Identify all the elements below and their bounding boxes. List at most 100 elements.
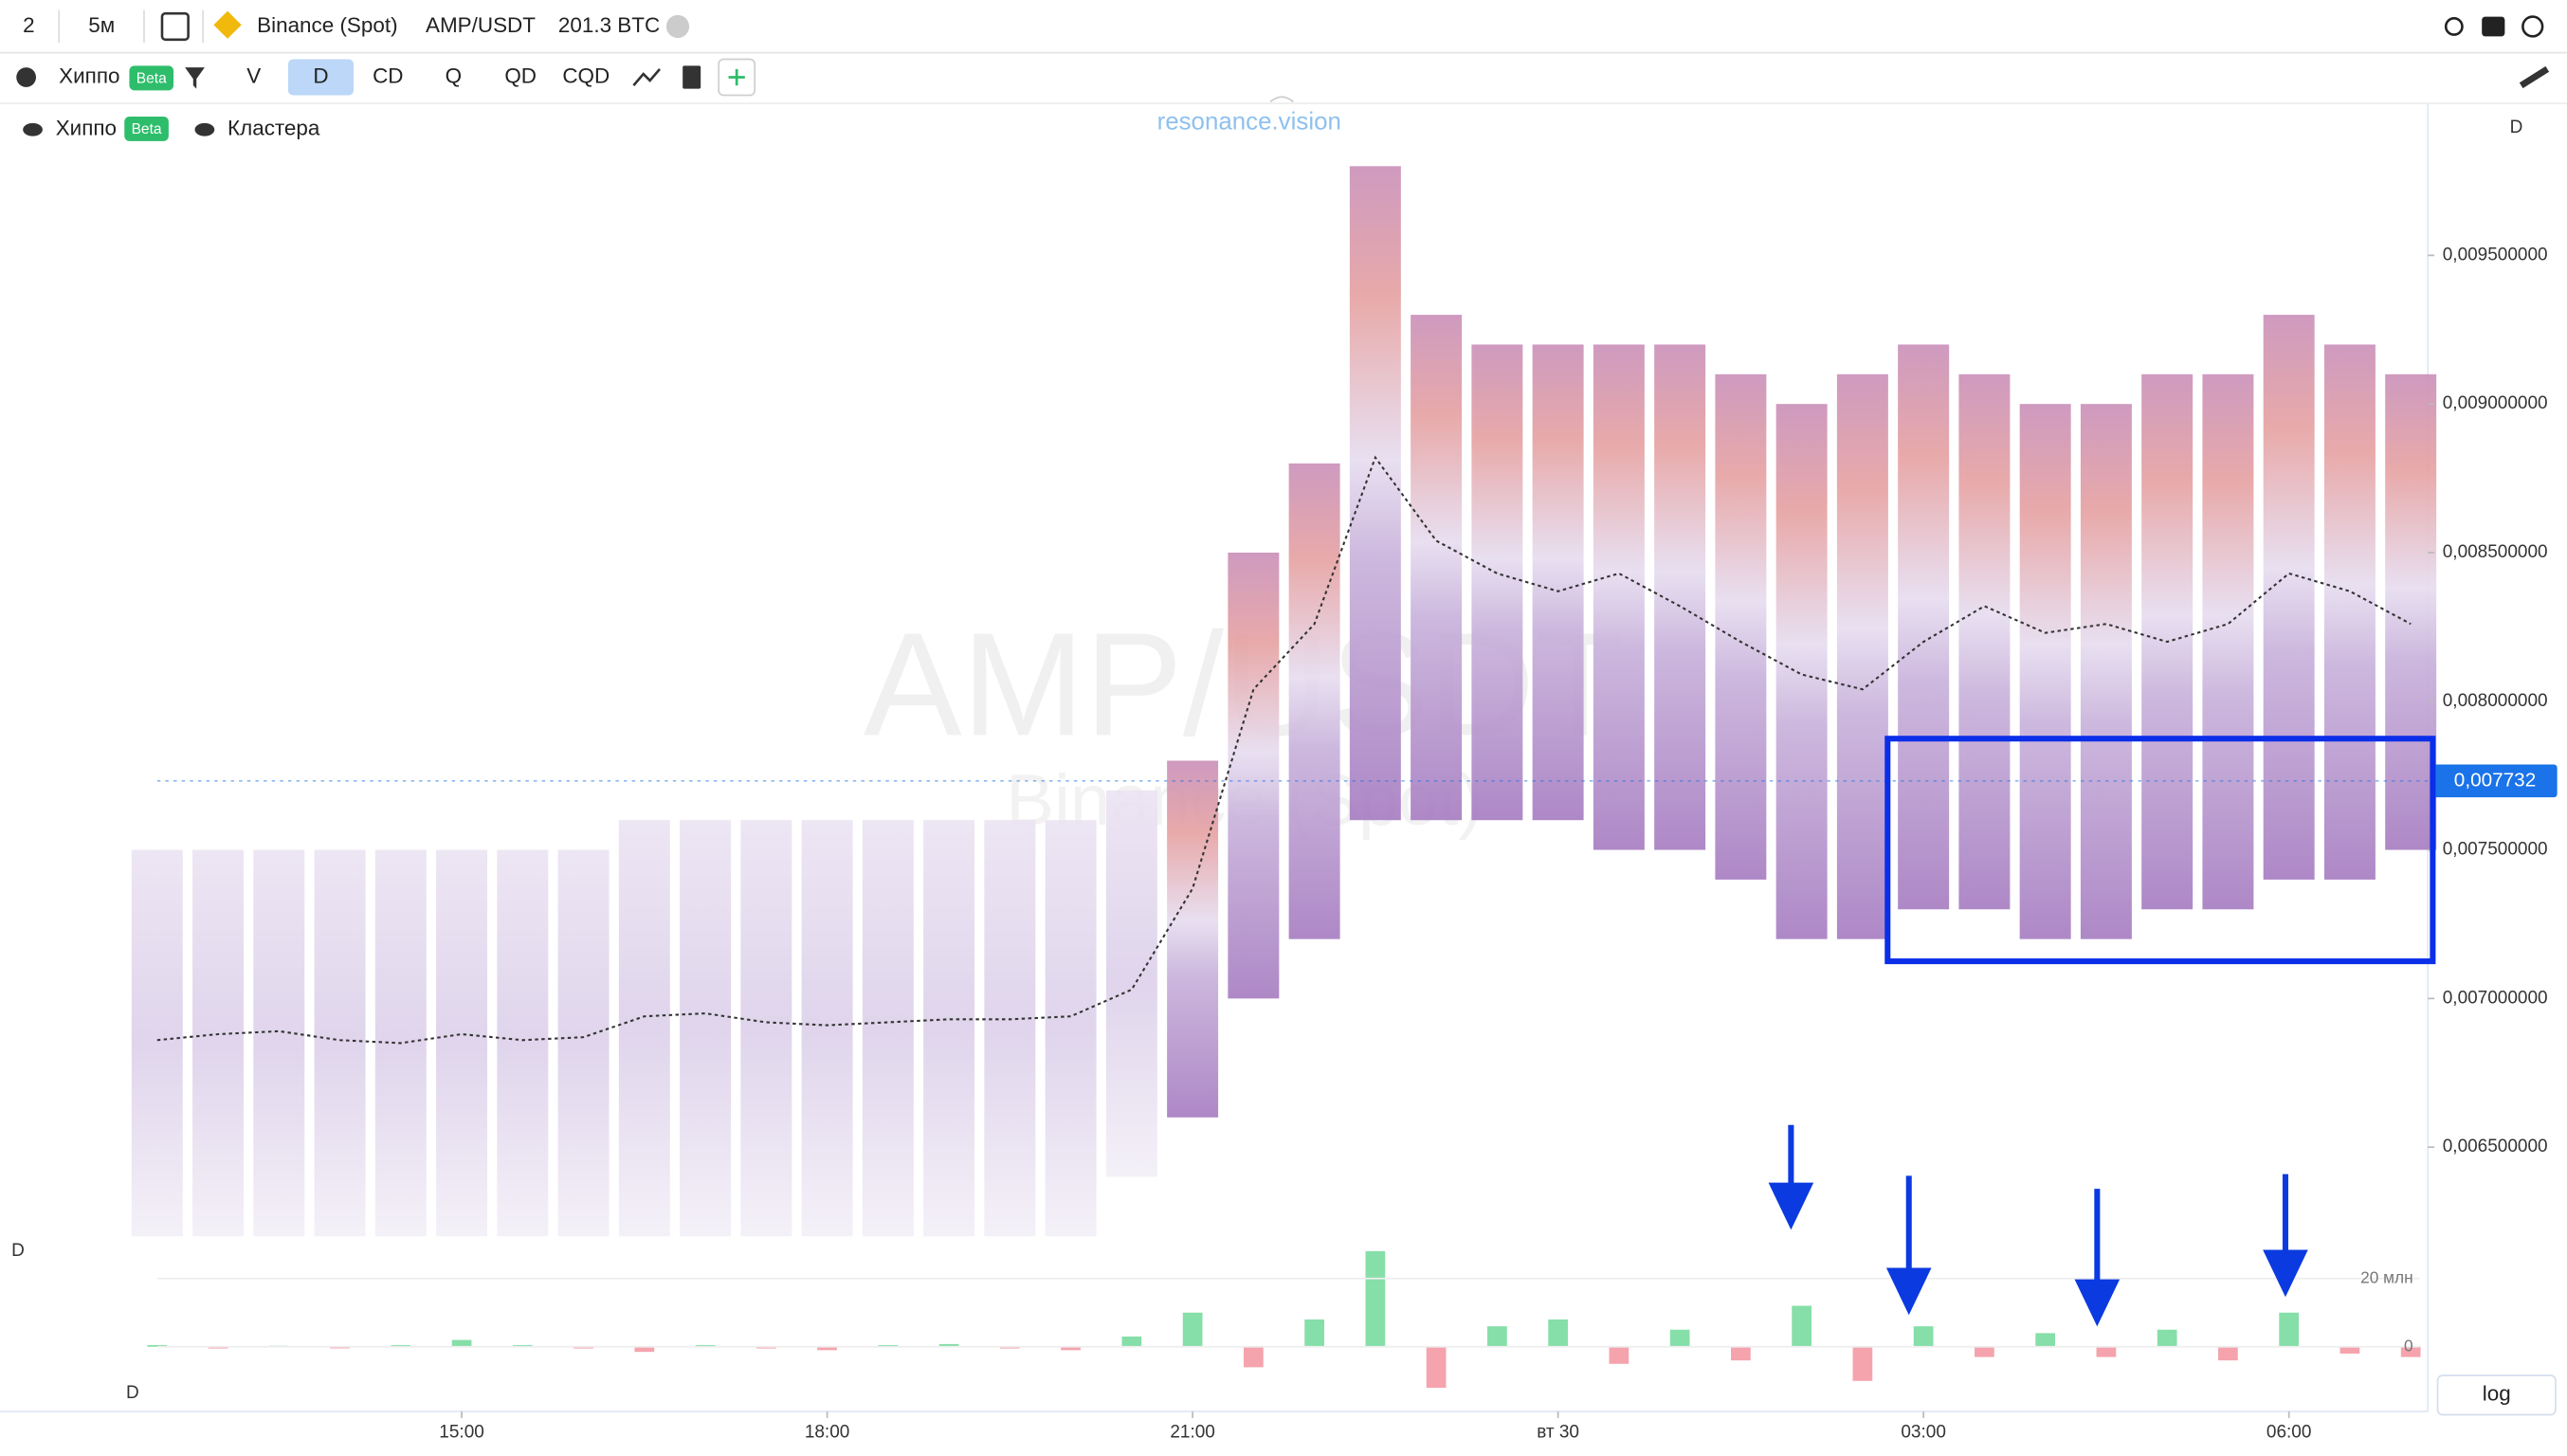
delta-bar xyxy=(2157,1329,2177,1347)
last-price-label: 0,007732 xyxy=(2454,769,2536,791)
heatmap-column xyxy=(1898,344,1950,910)
x-tick-label: 06:00 xyxy=(2267,1423,2312,1443)
delta-bar xyxy=(1182,1312,1203,1347)
heatmap-column xyxy=(740,820,792,1237)
heatmap-column xyxy=(2202,373,2254,910)
indicator[interactable]: Хиппо xyxy=(59,64,119,87)
eye-icon[interactable] xyxy=(23,122,43,136)
tab[interactable]: QD xyxy=(504,64,537,87)
eye-icon[interactable] xyxy=(194,122,215,136)
delta-tick-label: 0 xyxy=(2404,1336,2413,1355)
delta-bar xyxy=(2400,1346,2421,1357)
share-icon[interactable] xyxy=(2444,17,2464,36)
heatmap-column xyxy=(1836,373,1888,939)
heatmap-column xyxy=(1715,373,1767,880)
delta-bar xyxy=(1121,1336,1142,1347)
delta-bar xyxy=(2279,1312,2300,1347)
delta-bar xyxy=(1792,1305,1811,1347)
delta-bar xyxy=(1243,1346,1264,1368)
site-watermark: resonance.vision xyxy=(1157,109,1341,136)
delta-bar xyxy=(147,1344,168,1347)
delta-bar xyxy=(391,1344,411,1347)
heatmap-column xyxy=(436,849,488,1237)
y-tick-label: 0,009500000 xyxy=(2443,245,2548,264)
tab[interactable]: CD xyxy=(373,64,403,87)
log-button[interactable] xyxy=(2436,1374,2557,1416)
x-tick-label: 18:00 xyxy=(805,1423,850,1443)
log-button-text[interactable]: log xyxy=(2483,1382,2511,1406)
delta-bar xyxy=(1609,1346,1629,1364)
legend-item[interactable]: Хиппо xyxy=(56,117,117,140)
y-tick-label: 0,007000000 xyxy=(2443,988,2548,1008)
tab[interactable]: Q xyxy=(446,64,462,87)
heatmap-column xyxy=(1654,344,1706,850)
delta-bar xyxy=(1731,1346,1751,1361)
delta-bar xyxy=(1426,1346,1447,1388)
highlight-box xyxy=(1884,736,2436,965)
delta-bar xyxy=(1852,1346,1873,1381)
layout-button[interactable]: 2 xyxy=(23,13,34,37)
delta-bar xyxy=(1365,1250,1386,1347)
badge xyxy=(129,65,174,91)
delta-bar xyxy=(2339,1346,2360,1354)
filter-icon[interactable] xyxy=(185,67,205,89)
status-dot xyxy=(665,14,690,39)
screenshot-icon[interactable] xyxy=(160,11,190,42)
delta-bar xyxy=(1975,1346,1994,1357)
heatmap-column xyxy=(2385,373,2437,850)
heatmap-column xyxy=(1105,790,1157,1177)
delta-bar xyxy=(1548,1319,1568,1347)
help-icon[interactable] xyxy=(2521,15,2544,38)
heatmap-column xyxy=(1775,404,1828,939)
scale-label: D xyxy=(2510,118,2523,137)
badge-text: Beta xyxy=(137,70,167,86)
heatmap-column xyxy=(1593,344,1645,850)
heatmap-column xyxy=(557,849,610,1237)
delta-bar xyxy=(2035,1333,2056,1347)
heatmap-column xyxy=(1411,315,1463,821)
heatmap-column xyxy=(680,820,732,1237)
y-tick-label: 0,008500000 xyxy=(2443,542,2548,562)
delta-bar xyxy=(695,1344,716,1347)
heatmap-column xyxy=(2080,404,2132,939)
heatmap-column xyxy=(1532,344,1584,821)
heatmap-column xyxy=(253,849,305,1237)
pair[interactable]: AMP/USDT xyxy=(426,13,536,37)
exchange[interactable]: Binance (Spot) xyxy=(257,13,397,37)
y-tick-label: 0,007500000 xyxy=(2443,840,2548,860)
tab[interactable]: CQD xyxy=(562,64,610,87)
line-icon[interactable] xyxy=(632,68,661,86)
heatmap-column xyxy=(314,849,366,1237)
video-icon[interactable] xyxy=(2482,16,2505,37)
collapse-handle[interactable] xyxy=(1269,96,1294,103)
ruler-icon[interactable] xyxy=(2519,65,2550,89)
heatmap-column xyxy=(497,849,549,1237)
badge xyxy=(124,116,169,141)
delta-bar xyxy=(1061,1346,1081,1351)
heatmap-column xyxy=(1349,166,1401,821)
x-tick-label: вт 30 xyxy=(1537,1423,1579,1443)
heatmap-column xyxy=(2323,344,2376,880)
arrow-head xyxy=(1768,1182,1814,1230)
legend-item[interactable]: Кластера xyxy=(228,117,320,140)
doc-icon[interactable] xyxy=(683,65,701,89)
tab[interactable]: V xyxy=(246,64,261,87)
delta-bar xyxy=(1913,1326,1934,1347)
delta-bar xyxy=(756,1346,776,1349)
interval-button[interactable]: 5м xyxy=(88,13,115,37)
tab[interactable]: D xyxy=(313,64,328,87)
delta-bar xyxy=(2218,1346,2238,1361)
heatmap-column xyxy=(618,820,670,1237)
settings-icon[interactable] xyxy=(16,67,36,87)
delta-bar xyxy=(634,1346,655,1353)
last-price-box xyxy=(2432,764,2558,798)
heatmap-column xyxy=(1958,373,2011,910)
delta-bar xyxy=(208,1346,228,1349)
scale-label: D xyxy=(126,1383,139,1403)
heatmap-column xyxy=(984,820,1036,1237)
delta-bar xyxy=(1669,1329,1690,1347)
y-tick-label: 0,006500000 xyxy=(2443,1137,2548,1156)
delta-bar xyxy=(938,1343,959,1347)
heatmap-column xyxy=(923,820,975,1237)
